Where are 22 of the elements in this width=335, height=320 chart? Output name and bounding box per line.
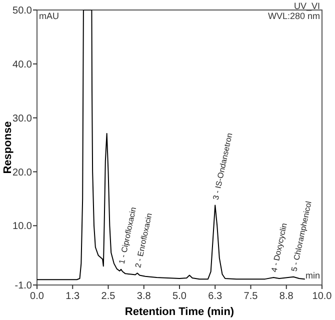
- x-tick-label: 7.5: [244, 291, 258, 302]
- y-tick-label: 10.0: [12, 221, 32, 232]
- y-axis-title: Response: [2, 121, 14, 174]
- y-tick-label: 20.0: [12, 167, 32, 178]
- x-tick-label: 10.0: [312, 291, 332, 302]
- annotation: mAU: [39, 11, 59, 21]
- x-tick-label: 6.3: [208, 291, 223, 302]
- y-tick-label: 50.0: [12, 6, 32, 16]
- x-tick-label: 2.5: [101, 291, 116, 302]
- x-tick-label: 8.8: [279, 291, 294, 302]
- annotation: min: [305, 270, 320, 281]
- y-tick-label: -1.0: [14, 280, 32, 292]
- y-tick-label: 40.0: [12, 59, 32, 70]
- x-tick-label: 1.3: [66, 291, 80, 302]
- annotation: 4 - Doxycyclin: [270, 222, 289, 273]
- x-tick-label: 0.0: [30, 291, 44, 302]
- y-tick-label: 30.0: [12, 113, 32, 124]
- annotation: UV_VI: [294, 1, 320, 11]
- x-tick-label: 3.8: [136, 291, 152, 302]
- x-axis-title: Retention Time (min): [124, 306, 234, 318]
- x-tick-label: 5.0: [172, 291, 187, 302]
- annotation: WVL:280 nm: [268, 11, 320, 21]
